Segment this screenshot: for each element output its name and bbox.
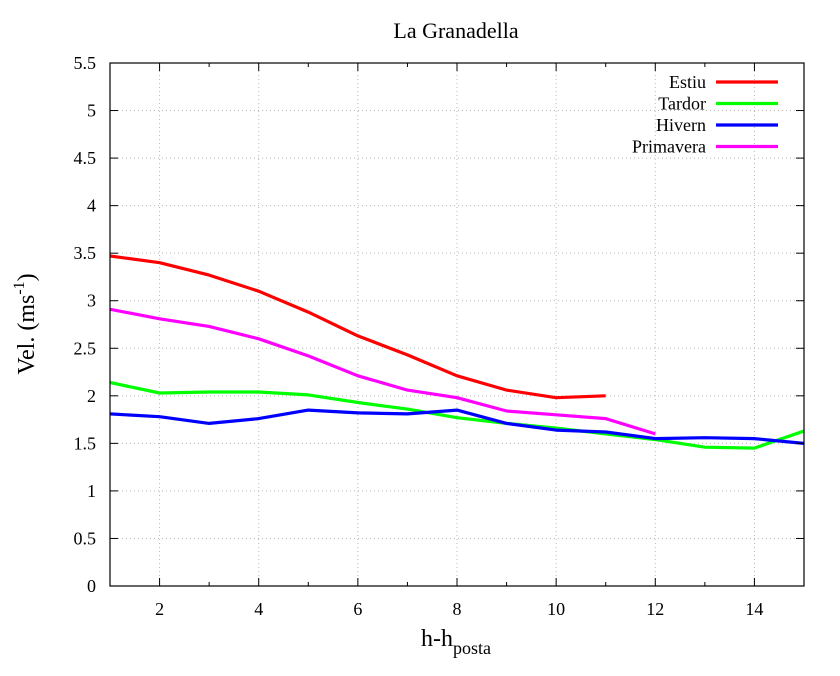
x-tick-label: 12 bbox=[646, 599, 664, 619]
y-tick-label: 2 bbox=[87, 386, 96, 406]
x-tick-label: 6 bbox=[353, 599, 362, 619]
x-axis-label-main: h-h bbox=[421, 626, 453, 652]
legend-label-primavera: Primavera bbox=[632, 137, 706, 157]
x-tick-label: 4 bbox=[254, 599, 263, 619]
chart-title: La Granadella bbox=[393, 18, 518, 43]
y-tick-label: 5.5 bbox=[74, 53, 97, 73]
legend-label-hivern: Hivern bbox=[656, 115, 706, 135]
legend-label-tardor: Tardor bbox=[658, 94, 706, 114]
x-axis-label-subscript: posta bbox=[453, 638, 491, 658]
x-tick-label: 10 bbox=[547, 599, 565, 619]
x-axis-label: h-hposta bbox=[421, 626, 491, 658]
y-tick-label: 0.5 bbox=[74, 528, 97, 548]
y-tick-label: 4.5 bbox=[74, 148, 97, 168]
legend-label-estiu: Estiu bbox=[669, 72, 706, 92]
x-tick-label: 8 bbox=[453, 599, 462, 619]
y-tick-label: 4 bbox=[87, 196, 96, 216]
y-tick-label: 5 bbox=[87, 101, 96, 121]
y-axis-label-main: Vel. (ms bbox=[14, 295, 40, 375]
y-tick-label: 2.5 bbox=[74, 338, 97, 358]
tick-layer bbox=[109, 62, 805, 587]
x-tick-label: 2 bbox=[155, 599, 164, 619]
y-tick-label: 1.5 bbox=[74, 433, 97, 453]
y-tick-label: 3.5 bbox=[74, 243, 97, 263]
y-tick-label: 3 bbox=[87, 291, 96, 311]
series-line-hivern bbox=[110, 408, 804, 445]
y-tick-label: 0 bbox=[87, 576, 96, 596]
series-line-estiu bbox=[110, 254, 606, 400]
y-axis-label-superscript: -1 bbox=[11, 281, 28, 294]
y-axis-label: Vel. (ms-1) bbox=[11, 273, 40, 374]
series-line-primavera bbox=[110, 307, 656, 436]
series-line-tardor bbox=[110, 380, 804, 450]
x-tick-label: 14 bbox=[745, 599, 763, 619]
tick-label-layer: 2 4 6 8 10 12 14 0 0.5 1 1.5 2 2.5 3 3.5 4 4.5 5 5.5 bbox=[74, 53, 764, 619]
y-axis-label-close: ) bbox=[14, 273, 40, 281]
y-tick-label: 1 bbox=[87, 481, 96, 501]
series-layer bbox=[110, 254, 804, 450]
